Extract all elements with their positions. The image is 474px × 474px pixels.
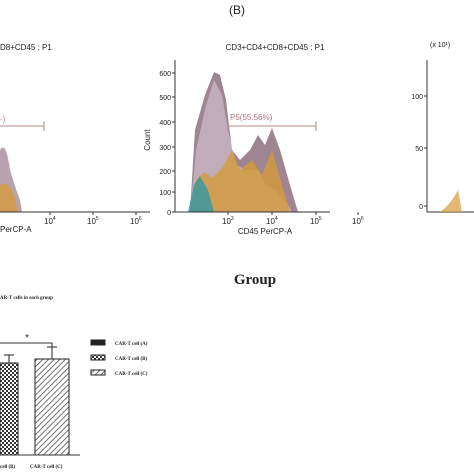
gate-label: P5(55.56%) bbox=[230, 113, 273, 122]
significance: * bbox=[25, 333, 29, 344]
x-tick-label: CAR-T cell (C) bbox=[30, 465, 63, 470]
x-tick-label: 106 bbox=[352, 216, 364, 226]
x-tick-label: 104 bbox=[266, 216, 278, 226]
tick-base: 10 bbox=[266, 217, 275, 226]
significance-bracket bbox=[0, 342, 53, 347]
legend-swatch bbox=[90, 354, 106, 361]
tick-exponent: 4 bbox=[53, 216, 56, 222]
tick-exponent: 6 bbox=[361, 216, 364, 222]
x-tick-label: 103 bbox=[222, 216, 234, 226]
y-tick-label: 100 bbox=[159, 190, 171, 197]
legend-swatch bbox=[90, 369, 106, 376]
y-tick-label: 0 bbox=[167, 210, 171, 217]
x-tick-label: 104 bbox=[44, 216, 56, 226]
tick-exponent: 5 bbox=[319, 216, 322, 222]
x-tick-label: cell (B) bbox=[0, 465, 15, 470]
legend-swatch bbox=[90, 339, 106, 346]
y-tick-label: 200 bbox=[159, 169, 171, 176]
y-tick-label: 0 bbox=[419, 204, 423, 211]
legend: CAR-T cell (A) CAR-T cell (B) CAR-T cell… bbox=[90, 339, 148, 377]
panel-label: (B) bbox=[229, 3, 245, 17]
x-tick-label: 105 bbox=[310, 216, 322, 226]
tick-base: 10 bbox=[44, 217, 53, 226]
tick-base: 10 bbox=[130, 217, 139, 226]
histogram bbox=[0, 147, 22, 212]
bar bbox=[0, 362, 19, 456]
panel-title: CD3+CD4+CD8+CD45 : P1 bbox=[226, 43, 325, 52]
x-axis-label: PerCP-A bbox=[0, 225, 32, 234]
bar-panel-title: AR-T cells in each group bbox=[0, 296, 53, 301]
y-tick-label: 100 bbox=[411, 94, 423, 101]
tick-exponent: 5 bbox=[96, 216, 99, 222]
y-tick-label: 600 bbox=[159, 71, 171, 78]
legend-label: CAR-T cell (C) bbox=[115, 372, 148, 377]
tick-base: 10 bbox=[310, 217, 319, 226]
tick-exponent: 3 bbox=[231, 216, 234, 222]
tick-base: 10 bbox=[222, 217, 231, 226]
panel-title: D8+CD45 : P1 bbox=[0, 43, 52, 52]
tick-base: 10 bbox=[352, 217, 361, 226]
y-tick-label: 400 bbox=[159, 120, 171, 127]
gate-label: -) bbox=[0, 115, 6, 124]
y-axis-label: Count bbox=[143, 129, 152, 151]
tick-base: 10 bbox=[87, 217, 96, 226]
y-tick-label: 300 bbox=[159, 145, 171, 152]
bar bbox=[34, 358, 70, 456]
histogram bbox=[440, 190, 462, 212]
x-tick-label: 105 bbox=[87, 216, 99, 226]
axis-scale: (x 10¹) bbox=[430, 42, 450, 49]
x-axis-label: CD45 PerCP-A bbox=[238, 227, 293, 236]
group-title: Group bbox=[234, 272, 276, 288]
tick-exponent: 4 bbox=[275, 216, 278, 222]
legend-label: CAR-T cell (B) bbox=[115, 357, 147, 362]
legend-label: CAR-T cell (A) bbox=[115, 342, 148, 347]
tick-exponent: 6 bbox=[139, 216, 142, 222]
y-tick-label: 500 bbox=[159, 95, 171, 102]
y-tick-label: 50 bbox=[415, 146, 423, 153]
x-tick-label: 106 bbox=[130, 216, 142, 226]
histogram bbox=[188, 72, 298, 212]
